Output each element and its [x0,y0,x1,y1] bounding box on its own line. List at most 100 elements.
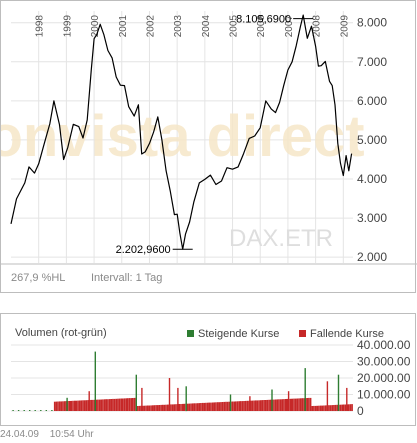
volume-bar [45,410,47,411]
volume-bar [208,402,210,411]
volume-spike-rising [66,397,68,411]
volume-bar [286,398,289,411]
low-annotation-label: 2.202,9600 [116,244,171,256]
volume-spike-rising [337,374,340,411]
volume-bar [175,404,177,411]
volume-bar [251,400,254,411]
volume-bar [221,402,224,411]
volume-bar [147,405,149,411]
volume-bar [206,402,209,411]
volume-bar [316,405,318,411]
volume-spike-rising [94,351,96,411]
volume-bar [299,398,302,411]
volume-bar [12,410,14,411]
volume-bar [248,400,250,411]
volume-bar [102,399,104,411]
x-tick-label: 2003 [173,15,184,38]
volume-bar [83,400,86,411]
y-tick-label: 7.000 [357,55,387,69]
volume-bar [258,400,260,411]
volume-bar [150,405,152,411]
volume-bar [128,398,131,411]
volume-spike-rising [271,389,273,411]
volume-bar [70,400,73,411]
volume-bar [349,404,352,411]
y-tick-label: 4.000 [357,172,387,186]
volume-legend: Steigende Kurse Fallende Kurse [187,328,384,340]
volume-bar [319,405,322,411]
volume-bar [130,398,132,411]
volume-bar [313,405,315,411]
y-tick-label: 5.000 [357,133,387,147]
volume-bar [268,399,270,411]
volume-spike-falling [168,378,171,411]
volume-bar [314,405,317,411]
volume-bar [23,410,25,411]
volume-bar [198,403,201,411]
volume-bar [178,404,181,411]
volume-bar [72,400,74,411]
volume-bar [241,401,244,411]
volume-bar [341,404,343,411]
volume-chart-panel: Volumen (rot-grün) Steigende Kurse Fallen… [0,313,416,426]
volume-bar [269,399,272,411]
volume-bar [339,404,342,411]
volume-bar [255,400,257,411]
price-grid [11,11,353,263]
volume-bar [100,399,102,411]
volume-bar [55,401,58,411]
volume-bar [160,404,162,411]
volume-bar [158,405,161,411]
volume-spike-falling [326,381,329,411]
volume-bar [107,399,109,411]
x-tick-label: 2009 [339,15,350,38]
price-chart: onvista direct DAX.ETR 1998 1999 2000 2001 2… [0,11,417,284]
volume-y-tick-label: 30.000.00 [357,355,411,369]
volume-bar [115,398,117,411]
volume-bar [238,401,240,411]
volume-bar [137,406,139,411]
volume-bar [223,401,225,411]
volume-title: Volumen (rot-grün) [15,327,107,339]
volume-bar [75,400,78,411]
volume-bar [90,399,93,411]
volume-bar [318,405,320,411]
volume-bar [60,401,63,411]
volume-bar [161,404,164,411]
volume-bar [113,398,116,411]
volume-bar [80,400,83,411]
volume-bar [133,397,136,411]
x-tick-label: 2006 [256,15,267,38]
volume-bar [324,405,327,411]
volume-bar [260,400,262,411]
price-chart-panel: onvista direct DAX.ETR 1998 1999 2000 2001 2… [0,0,417,293]
volume-bar [250,400,252,411]
volume-bar [63,401,66,411]
volume-bar [87,400,89,411]
x-tick-label: 2002 [145,15,156,38]
volume-bar [58,401,61,411]
volume-bar [264,400,267,411]
volume-y-tick-label: 10.000.00 [357,388,411,402]
volume-bar [138,405,141,411]
volume-bar [308,397,310,411]
volume-bar [294,398,297,411]
volume-bar [127,398,129,411]
volume-bar [190,403,192,411]
volume-bar [196,403,199,411]
volume-bar [201,402,204,411]
volume-bar [57,401,59,411]
y-tick-label: 6.000 [357,94,387,108]
volume-bar [273,399,275,411]
volume-bar [145,405,147,411]
volume-bar [195,403,197,411]
volume-bar [132,398,134,411]
volume-bar [166,404,169,411]
volume-spike-rising [229,394,232,411]
volume-bar [256,400,259,411]
volume-bar [336,404,338,411]
volume-bar [122,398,124,411]
x-tick-label: 2004 [201,15,212,38]
volume-bar [77,400,79,411]
volume-y-tick-label: 0 [357,404,364,418]
